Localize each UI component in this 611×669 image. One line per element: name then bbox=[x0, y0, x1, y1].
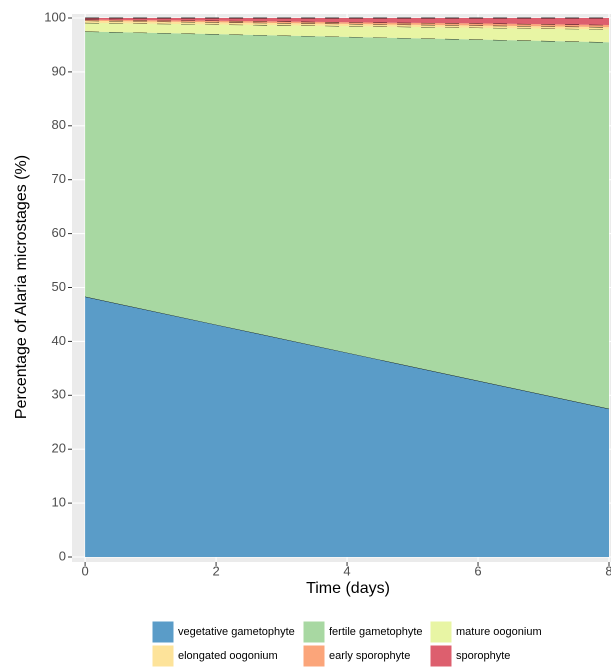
y-tick-label: 30 bbox=[52, 387, 66, 402]
area-boundary bbox=[85, 19, 610, 26]
legend-key bbox=[429, 644, 453, 668]
x-axis-title: Time (days) bbox=[306, 580, 390, 597]
legend-label: vegetative gametophyte bbox=[178, 626, 295, 638]
legend-label: fertile gametophyte bbox=[329, 626, 423, 638]
legend-key bbox=[302, 644, 326, 668]
area-boundary bbox=[85, 20, 610, 28]
legend-label: mature oogonium bbox=[456, 626, 542, 638]
legend-key bbox=[429, 620, 453, 644]
legend-key bbox=[151, 620, 175, 644]
areas bbox=[85, 17, 610, 557]
y-tick-label: 90 bbox=[52, 63, 66, 78]
y-tick-label: 20 bbox=[52, 441, 66, 456]
y-tick-label: 80 bbox=[52, 117, 66, 132]
area bbox=[85, 18, 610, 26]
x-tick-label: 0 bbox=[81, 563, 88, 578]
x-tick-label: 2 bbox=[212, 563, 219, 578]
y-tick-label: 50 bbox=[52, 279, 66, 294]
y-axis-title: Percentage of Alaria microstages (%) bbox=[13, 155, 30, 419]
y-tick-label: 100 bbox=[44, 9, 66, 24]
legend-label: sporophyte bbox=[456, 650, 510, 662]
x-tick-label: 4 bbox=[343, 563, 350, 578]
y-tick-label: 40 bbox=[52, 333, 66, 348]
area bbox=[85, 20, 610, 30]
legend-label: elongated oogonium bbox=[178, 650, 278, 662]
legend-label: early sporophyte bbox=[329, 650, 410, 662]
legend-key bbox=[151, 644, 175, 668]
legend-key bbox=[302, 620, 326, 644]
x-tick-label: 8 bbox=[605, 563, 611, 578]
area-boundary bbox=[85, 22, 610, 30]
axes: 0 10 20 30 40 50 60 70 80 90 100 0 2 4 6 8 bbox=[44, 9, 611, 578]
area-boundary bbox=[85, 31, 610, 43]
area bbox=[85, 31, 610, 409]
y-tick-label: 70 bbox=[52, 171, 66, 186]
area bbox=[85, 19, 610, 28]
area bbox=[85, 296, 610, 557]
y-tick-label: 60 bbox=[52, 225, 66, 240]
legend: vegetative gametophyte fertile gametophyt… bbox=[151, 620, 542, 668]
y-tick-label: 0 bbox=[59, 548, 66, 563]
x-tick-label: 6 bbox=[474, 563, 481, 578]
y-tick-label: 10 bbox=[52, 495, 66, 510]
area bbox=[85, 22, 610, 43]
